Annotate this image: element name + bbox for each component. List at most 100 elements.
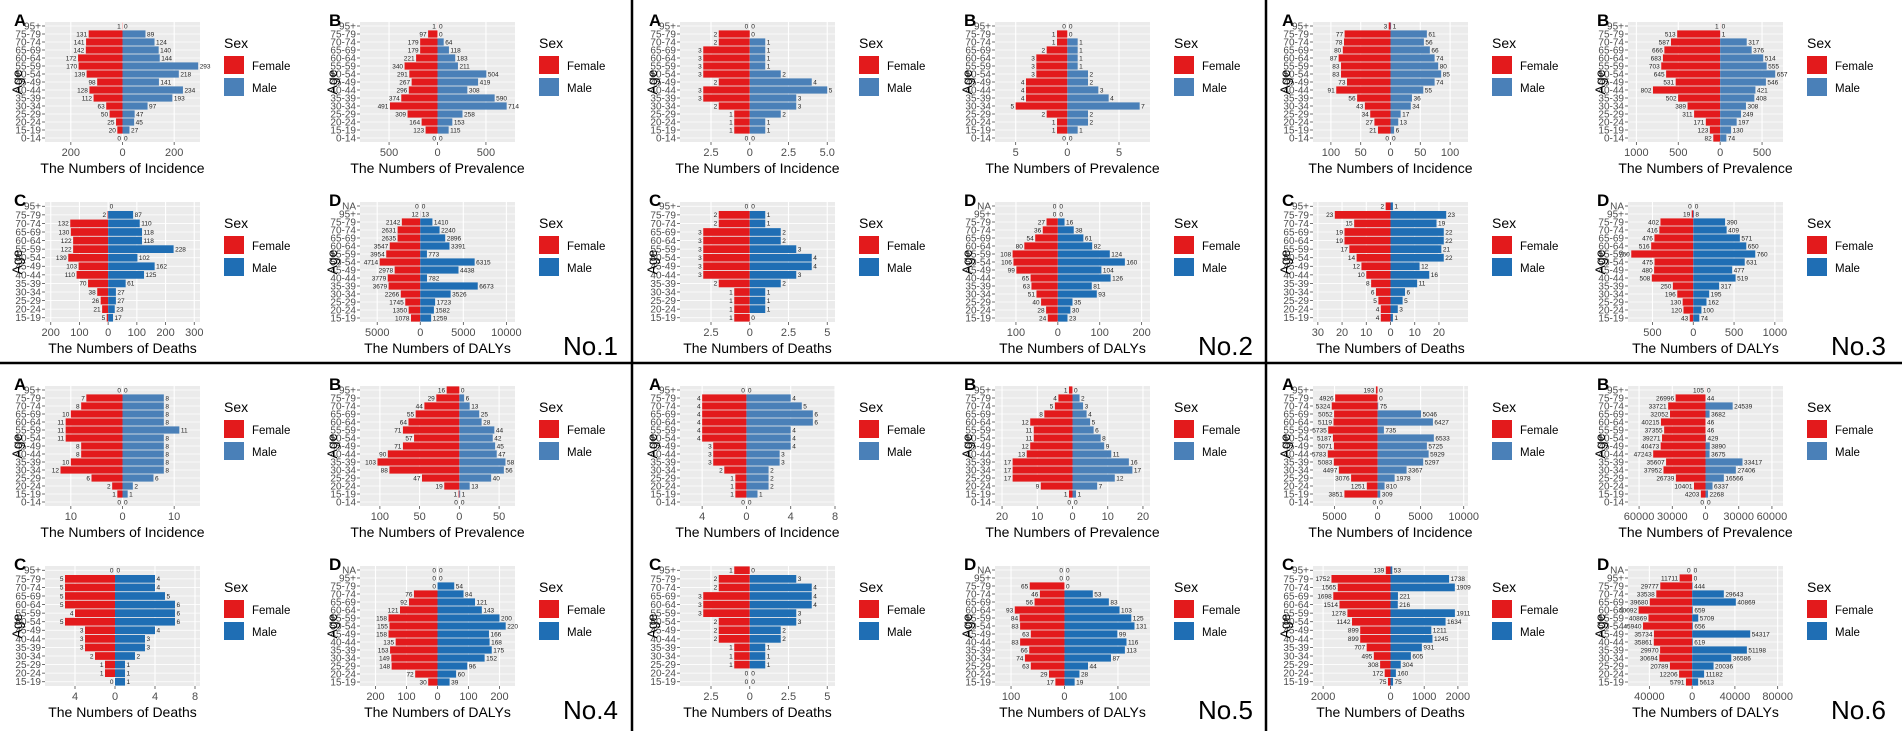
data-label-female: 17 (1341, 246, 1349, 253)
legend-label-male: Male (252, 83, 277, 95)
category-tick-label: 30-34 (1283, 101, 1309, 112)
category-tick-label: 15-19 (15, 489, 41, 500)
data-label-female: 0 (745, 23, 749, 30)
bar-male (749, 94, 797, 102)
bar-female (1068, 490, 1073, 498)
data-label-male: 2268 (1710, 491, 1725, 498)
data-label-male: 5297 (1425, 459, 1440, 466)
bar-female (1666, 70, 1721, 78)
data-label-female: 36 (1034, 227, 1042, 234)
bar-female (1377, 126, 1391, 134)
data-label-male: 293 (200, 63, 211, 70)
data-label-male: 216 (1399, 602, 1410, 609)
category-tick-label: 55-59 (1283, 61, 1309, 72)
category-tick-label: 75-79 (1598, 581, 1624, 592)
bar-male (1705, 482, 1713, 490)
category-tick-label: 95+ (24, 21, 41, 32)
data-label-male: 61 (127, 281, 135, 288)
y-axis-title: Age (1592, 69, 1608, 94)
data-label-male: 782 (429, 275, 440, 282)
y-axis-title: Age (1592, 249, 1608, 274)
bar-female (1668, 402, 1706, 410)
bar-male (122, 458, 164, 466)
data-label-female: 72 (406, 671, 414, 678)
legend-title: Sex (1492, 215, 1516, 231)
category-tick-label: 35-39 (650, 643, 676, 654)
legend-label-female: Female (252, 605, 290, 617)
bar-female (436, 394, 460, 402)
bar-male (1377, 410, 1422, 418)
category-tick-label: 60-64 (650, 53, 676, 64)
data-label-male: 23 (1448, 212, 1456, 219)
category-tick-label: 60-64 (1598, 241, 1624, 252)
category-tick-label: 50-54 (1283, 253, 1309, 264)
data-label-female: 3 (708, 443, 712, 450)
data-label-male: 0 (1069, 31, 1073, 38)
x-tick-label: 50 (1355, 147, 1367, 159)
bar-male (1390, 660, 1401, 669)
data-label-male: 6 (1095, 427, 1099, 434)
category-tick-label: 70-74 (650, 401, 676, 412)
legend-title: Sex (1174, 35, 1198, 51)
data-label-female: 402 (1648, 219, 1659, 226)
bar-male (420, 242, 450, 250)
data-label-female: 164 (409, 119, 420, 126)
bar-female (387, 450, 460, 458)
category-tick-label: 55-59 (650, 425, 676, 436)
bar-female (702, 426, 747, 434)
bar-female (1335, 394, 1378, 402)
bar-female (1041, 298, 1058, 306)
bar-male (1390, 253, 1444, 262)
data-label-female: 63 (97, 103, 105, 110)
legend-swatch-female (859, 236, 879, 254)
category-tick-label: 20-24 (965, 481, 991, 492)
data-label-male: 2 (134, 483, 138, 490)
bar-female (703, 94, 750, 102)
group-label: No.3 (1831, 331, 1886, 361)
data-label-female: 495 (1361, 653, 1372, 660)
bar-female (734, 288, 750, 296)
x-tick-label: 0 (417, 327, 423, 339)
bar-male (1390, 566, 1393, 575)
data-label-male: 168 (491, 639, 502, 646)
bar-female (1687, 102, 1721, 110)
data-label-female: 3851 (1328, 491, 1343, 498)
y-axis-title: Age (1277, 249, 1293, 274)
data-label-male: 2 (782, 229, 786, 236)
data-label-female: 1745 (389, 299, 404, 306)
category-tick-label: 20-24 (330, 481, 356, 492)
legend-swatch-male (1807, 442, 1827, 460)
bar-female (1042, 226, 1058, 234)
legend-swatch-female (539, 236, 559, 254)
category-tick-label: 55-59 (1598, 61, 1624, 72)
bar-female (1380, 313, 1391, 322)
category-tick-label: 50-54 (15, 253, 41, 264)
data-label-male: 21 (1443, 246, 1451, 253)
data-label-female: 5083 (1318, 459, 1333, 466)
data-label-male: 60 (458, 671, 466, 678)
data-label-male: 6533 (1435, 435, 1450, 442)
data-label-female: 5 (60, 593, 64, 600)
bar-female (1013, 258, 1058, 266)
bar-male (1057, 274, 1111, 282)
category-tick-label: 65-69 (15, 591, 41, 602)
data-label-female: 15 (1345, 221, 1353, 228)
data-label-male: 0 (1066, 567, 1070, 574)
data-label-female: 3 (708, 459, 712, 466)
legend-label-male: Male (252, 627, 277, 639)
data-label-female: 5 (60, 602, 64, 609)
data-label-male: 3682 (1711, 411, 1726, 418)
data-label-male: 61 (1085, 235, 1093, 242)
bar-male (115, 600, 175, 609)
bar-male (1064, 678, 1075, 686)
y-axis-title: Age (9, 69, 25, 94)
data-label-male: 81 (1093, 283, 1101, 290)
data-label-female: 12 (1021, 443, 1029, 450)
legend-label-female: Female (567, 61, 605, 73)
data-label-male: 1 (767, 645, 771, 652)
data-label-male: 0 (748, 387, 752, 394)
category-tick-label: 95+ (1292, 385, 1309, 396)
legend-label-female: Female (887, 241, 925, 253)
data-label-male: 0 (124, 387, 128, 394)
category-tick-label: 25-29 (1283, 473, 1309, 484)
